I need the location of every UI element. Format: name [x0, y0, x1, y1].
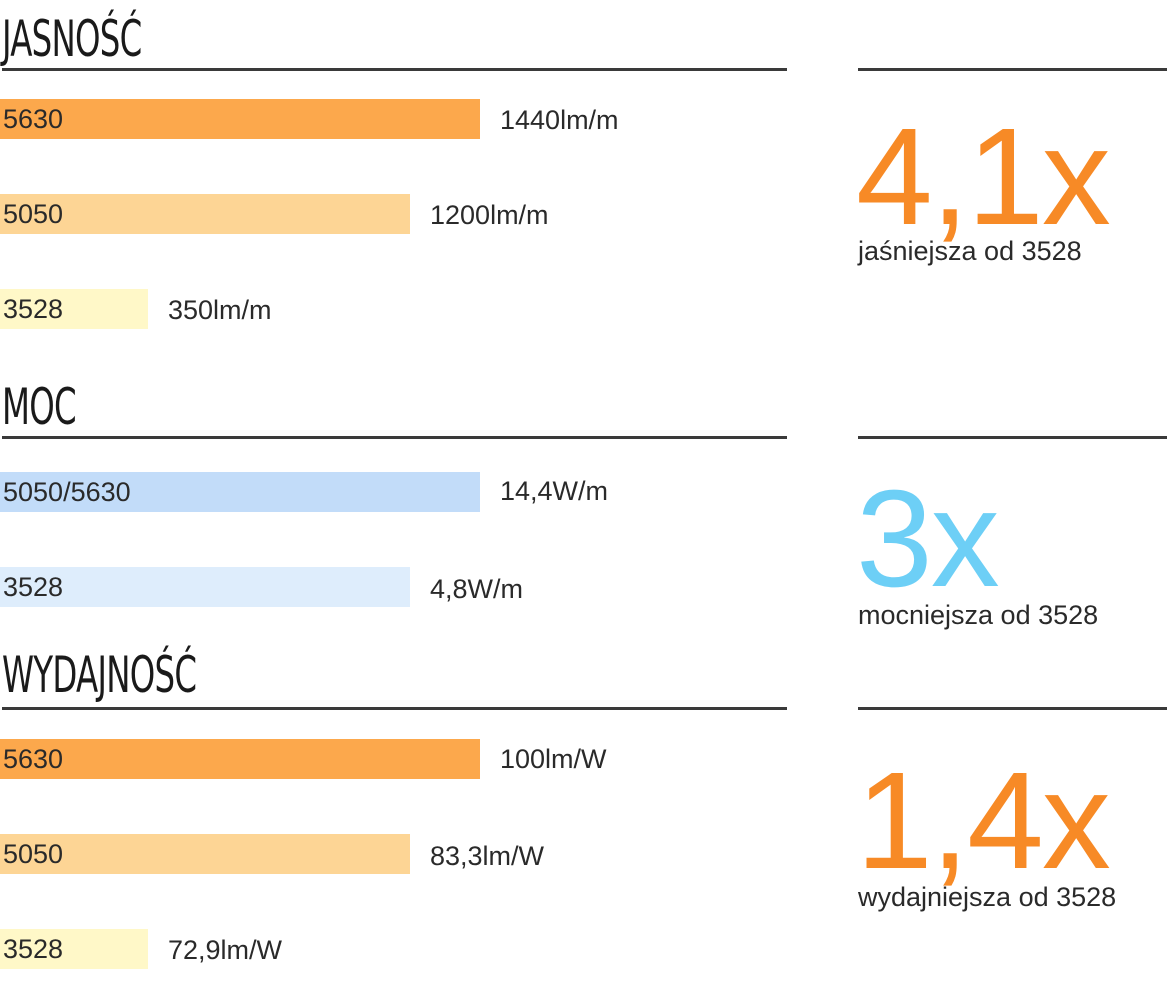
value-label: 4,8W/m [430, 574, 524, 604]
brightness-title: JASNOŚĆ [2, 10, 142, 68]
efficiency-multiplier: 1,4x [856, 744, 1111, 898]
bar-3528-efficiency: 3528 [0, 929, 148, 969]
power-title: MOC [2, 378, 77, 436]
brightness-caption: jaśniejsza od 3528 [858, 236, 1082, 266]
brightness-rule-left [2, 68, 787, 71]
brightness-rule-right [858, 68, 1167, 71]
value-label: 350lm/m [168, 295, 272, 325]
efficiency-rule-right [858, 707, 1167, 710]
value-label: 72,9lm/W [168, 935, 283, 965]
bar-3528-power: 3528 [0, 567, 410, 607]
value-label: 1440lm/m [500, 105, 619, 135]
bar-label: 5050 [3, 198, 64, 229]
bar-5630-brightness: 5630 [0, 99, 480, 139]
value-label: 83,3lm/W [430, 841, 545, 871]
bar-label: 3528 [3, 933, 64, 964]
bar-label: 3528 [3, 293, 64, 324]
efficiency-title: WYDAJNOŚĆ [2, 646, 197, 704]
bar-5050-efficiency: 5050 [0, 834, 410, 874]
bar-label: 3528 [3, 571, 64, 602]
bar-5050-brightness: 5050 [0, 194, 410, 234]
power-rule-right [858, 436, 1167, 439]
bar-label: 5050 [3, 838, 64, 869]
power-rule-left [2, 436, 787, 439]
value-label: 100lm/W [500, 744, 607, 774]
bar-label: 5050/5630 [3, 476, 131, 507]
power-caption: mocniejsza od 3528 [858, 600, 1099, 630]
efficiency-caption: wydajniejsza od 3528 [858, 882, 1117, 912]
efficiency-rule-left [2, 707, 787, 710]
brightness-multiplier: 4,1x [856, 100, 1111, 254]
value-label: 1200lm/m [430, 200, 549, 230]
power-multiplier: 3x [856, 462, 1000, 616]
bar-5050-5630-power: 5050/5630 [0, 472, 480, 512]
bar-label: 5630 [3, 103, 64, 134]
bar-5630-efficiency: 5630 [0, 739, 480, 779]
bar-3528-brightness: 3528 [0, 289, 148, 329]
value-label: 14,4W/m [500, 476, 609, 506]
bar-label: 5630 [3, 743, 64, 774]
